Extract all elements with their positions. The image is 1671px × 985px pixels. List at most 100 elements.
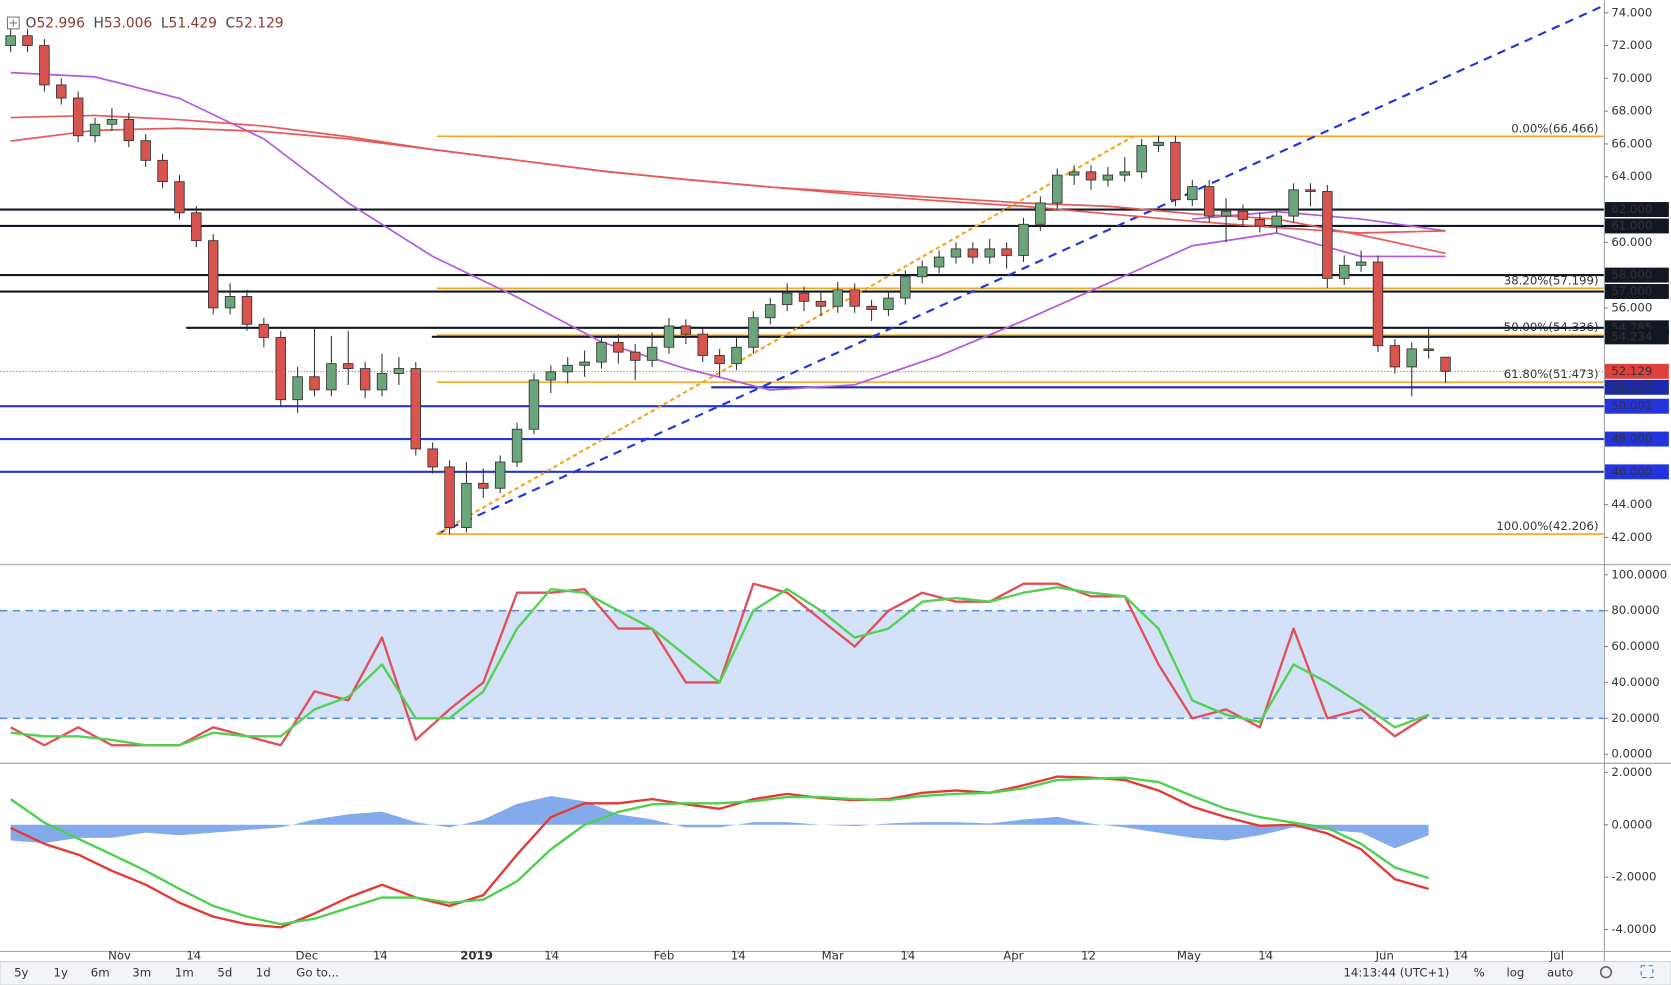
candle-body [1068,171,1080,176]
level-tag-label: 54.234 [1611,329,1652,343]
candle-body [849,289,860,307]
x-tick-label: 14 [1258,949,1273,963]
level-tag [1604,284,1669,299]
collapse-icon[interactable] [6,16,20,30]
candle-body [1237,210,1249,220]
range-button[interactable]: 1m [175,966,194,980]
candle-body [140,140,151,161]
y-tick-label: 56.000 [1611,300,1652,314]
indicator-pane [0,582,1604,747]
last-price-label: 52.129 [1611,364,1652,378]
candle-body [528,379,540,430]
y-tick-label: 42.000 [1611,530,1652,544]
candle-body [207,240,219,309]
candle-body [1254,218,1266,227]
level-tag-label: 61.000 [1611,218,1652,232]
candle-body [292,376,303,401]
candle-body [376,373,388,391]
candle-body [343,363,354,369]
scale-option[interactable]: % [1474,966,1485,980]
candle-body [731,346,742,365]
range-button[interactable]: 5y [14,966,28,980]
candle-body [562,364,573,373]
candle-body [916,266,928,278]
x-tick-label: Apr [1003,949,1023,963]
x-tick-label: Mar [822,949,844,963]
candle-body [545,371,557,381]
y-tick-label: -2.0000 [1611,870,1656,884]
candle-body [933,256,945,268]
x-tick-label: 14 [900,949,915,963]
candle-body [258,323,270,338]
candle-body [781,292,793,306]
indicator-line [10,586,1430,747]
scale-option[interactable]: auto [1547,966,1573,980]
y-tick-label: -4.0000 [1611,922,1656,936]
candle-body [663,325,675,348]
candle-body [1203,186,1215,217]
candle-body [241,295,253,325]
scale-option[interactable]: log [1506,966,1524,980]
level-tag-label: 48.000 [1611,432,1652,446]
fullscreen-icon[interactable] [1640,965,1654,979]
candle-body [1406,348,1417,368]
level-tag [1604,218,1669,234]
candle-body [1085,171,1097,181]
x-tick-label: 14 [731,949,746,963]
x-tick-label: Dec [296,949,319,963]
x-tick-label: May [1177,949,1201,963]
level-tag [1604,202,1669,218]
indicator-pane [9,775,1429,929]
candle-body [1102,174,1114,181]
y-tick-label: 80.0000 [1611,603,1659,617]
candle-body [56,84,67,99]
last-price-tag [1604,363,1669,379]
level-tag [1604,464,1669,480]
settings-icon[interactable] [1599,966,1613,979]
range-button[interactable]: 6m [91,966,110,980]
range-button[interactable]: 5d [217,966,232,980]
candle-body [191,212,202,242]
candle-body [832,289,844,307]
y-tick-label: 60.000 [1611,235,1652,249]
ohlc-value: 51.429 [169,15,217,31]
y-tick-label: 2.0000 [1611,765,1652,779]
range-button[interactable]: 1y [54,966,68,980]
fib-label: 100.00%(42.206) [1496,519,1598,533]
range-button[interactable]: 1d [256,966,271,980]
x-tick-label: Jul [1549,949,1564,963]
range-button[interactable]: 3m [132,966,151,980]
level-tag [1604,431,1669,447]
x-tick-label: Nov [108,949,131,963]
candle-body [883,297,894,310]
candle-body [697,333,708,356]
candle-body [984,248,995,258]
candle-body [1018,223,1029,256]
candle-body [1035,202,1046,225]
candle-body [748,317,759,348]
level-tag-label: 57.000 [1611,284,1652,298]
y-tick-label: 72.000 [1611,38,1652,52]
candle-body [1423,348,1434,351]
candle-body [359,368,371,391]
candle-body [1119,171,1131,176]
candle-body [275,336,286,401]
ohlc-value: 52.996 [36,15,84,31]
goto-button[interactable]: Go to... [296,966,339,980]
y-tick-label: 74.000 [1611,5,1652,19]
level-tag-label: 50.002 [1611,399,1652,413]
candle-body [950,248,962,258]
candle-body [1220,210,1232,217]
x-tick-label: 14 [373,949,388,963]
candle-body [1001,248,1012,256]
candle-body [967,248,979,258]
y-tick-label: 70.000 [1611,71,1652,85]
x-tick-label: Feb [654,949,675,963]
candle-body [1355,261,1367,266]
candle-body [1339,264,1350,279]
candle-body [22,35,33,47]
candle-body [89,123,101,137]
ohlc-key: L [161,15,169,31]
candle-body [579,361,590,366]
